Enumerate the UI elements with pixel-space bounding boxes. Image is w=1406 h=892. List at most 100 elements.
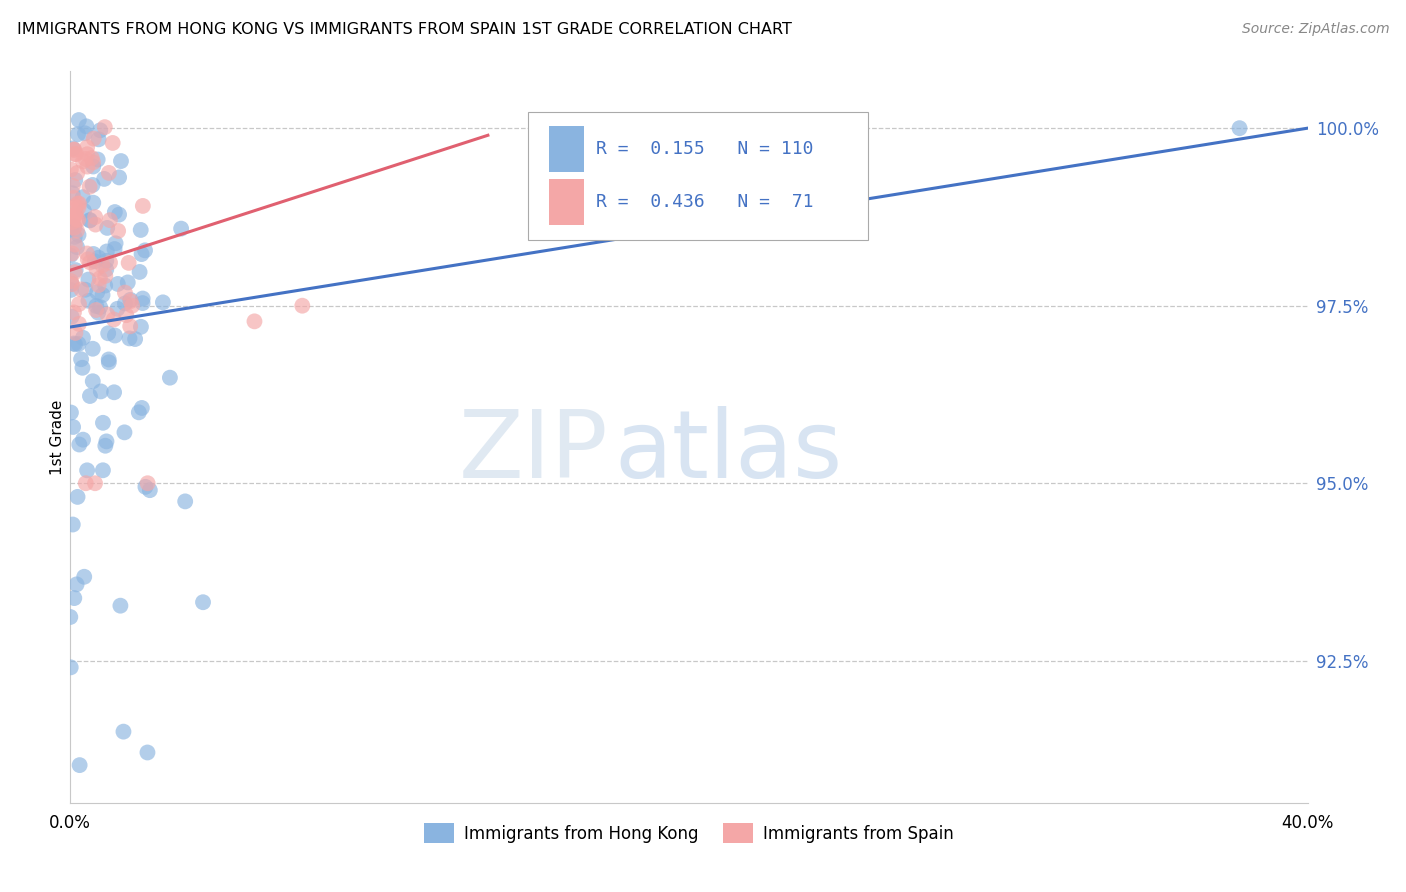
Point	[105, 301, 128, 316]
Point	[114, 425, 136, 440]
Point	[94, 278, 117, 293]
Point	[76, 252, 98, 267]
Point	[96, 308, 118, 322]
Point	[59, 162, 82, 177]
Point	[136, 746, 159, 760]
Point	[63, 265, 86, 279]
Point	[129, 319, 152, 334]
Point	[124, 332, 146, 346]
Point	[65, 263, 87, 277]
Point	[76, 120, 98, 134]
Point	[114, 296, 136, 310]
Point	[97, 166, 120, 180]
Point	[84, 476, 107, 491]
Point	[132, 199, 155, 213]
Point	[63, 237, 86, 252]
Point	[70, 282, 93, 296]
Point	[72, 433, 94, 447]
Point	[73, 203, 96, 218]
Point	[76, 246, 98, 260]
Text: ZIP: ZIP	[458, 406, 609, 498]
Point	[128, 265, 150, 279]
Legend: Immigrants from Hong Kong, Immigrants from Spain: Immigrants from Hong Kong, Immigrants fr…	[418, 817, 960, 849]
Point	[82, 247, 104, 261]
Bar	[550, 179, 583, 225]
Text: IMMIGRANTS FROM HONG KONG VS IMMIGRANTS FROM SPAIN 1ST GRADE CORRELATION CHART: IMMIGRANTS FROM HONG KONG VS IMMIGRANTS …	[17, 22, 792, 37]
Point	[96, 434, 118, 449]
Point	[117, 276, 139, 290]
Point	[107, 277, 129, 291]
Point	[63, 219, 86, 234]
Point	[1229, 121, 1251, 136]
Point	[65, 212, 87, 227]
Point	[63, 200, 86, 214]
Text: atlas: atlas	[614, 406, 844, 498]
Point	[72, 190, 94, 204]
Point	[82, 155, 104, 169]
Point	[97, 326, 120, 341]
Point	[67, 227, 90, 242]
Text: R =  0.155   N = 110: R = 0.155 N = 110	[596, 140, 814, 158]
Point	[191, 595, 214, 609]
Point	[128, 405, 150, 419]
Point	[118, 331, 141, 345]
Point	[62, 178, 84, 193]
Point	[90, 384, 112, 399]
Point	[79, 255, 101, 269]
Point	[96, 244, 118, 259]
Text: Source: ZipAtlas.com: Source: ZipAtlas.com	[1241, 22, 1389, 37]
Point	[62, 141, 84, 155]
Point	[120, 294, 142, 309]
Point	[291, 299, 314, 313]
Point	[87, 277, 110, 292]
Point	[79, 213, 101, 227]
Point	[60, 310, 83, 324]
Point	[94, 268, 117, 283]
Point	[115, 308, 138, 322]
Point	[77, 293, 100, 308]
Point	[79, 213, 101, 227]
Point	[80, 151, 103, 165]
Point	[63, 147, 86, 161]
Point	[83, 254, 105, 268]
Point	[67, 213, 90, 227]
Point	[87, 251, 110, 265]
Point	[67, 297, 90, 311]
Y-axis label: 1st Grade: 1st Grade	[49, 400, 65, 475]
Point	[120, 319, 142, 334]
Point	[243, 314, 266, 328]
Point	[65, 147, 87, 161]
Point	[63, 209, 86, 223]
Point	[104, 236, 127, 251]
Point	[62, 186, 84, 201]
Point	[75, 476, 97, 491]
Point	[65, 326, 87, 340]
Point	[82, 160, 104, 174]
Point	[139, 483, 162, 498]
Point	[65, 577, 87, 591]
Point	[96, 253, 118, 268]
Point	[94, 439, 117, 453]
Point	[134, 244, 156, 258]
Point	[60, 246, 83, 260]
Point	[72, 331, 94, 345]
Point	[65, 206, 87, 220]
Point	[82, 342, 104, 356]
Point	[131, 292, 153, 306]
Point	[94, 120, 117, 135]
Point	[159, 370, 181, 384]
Point	[60, 277, 83, 292]
Point	[76, 160, 98, 174]
Point	[89, 271, 111, 285]
Point	[86, 153, 108, 167]
Point	[62, 191, 84, 205]
Point	[96, 262, 118, 277]
Point	[65, 173, 87, 187]
Point	[87, 132, 110, 146]
Point	[110, 154, 132, 169]
Point	[76, 463, 98, 477]
Point	[63, 220, 86, 235]
Point	[62, 215, 84, 229]
Point	[129, 223, 152, 237]
Point	[63, 305, 86, 319]
